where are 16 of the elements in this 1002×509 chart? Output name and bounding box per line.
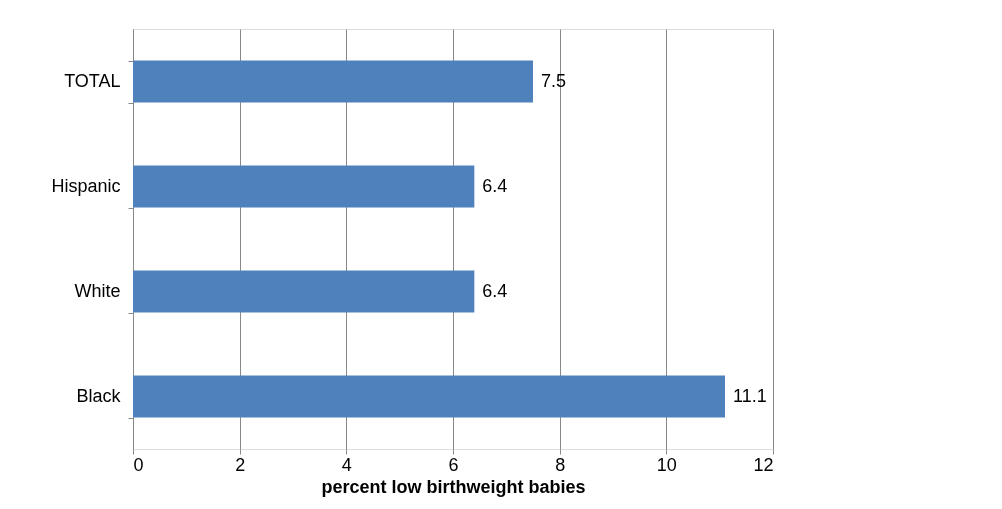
x-tick-label: 2 xyxy=(235,454,246,475)
x-tick-label: 6 xyxy=(448,454,459,475)
y-tick-label: Hispanic xyxy=(51,176,121,196)
x-axis-title: percent low birthweight babies xyxy=(321,476,586,497)
x-tick-label: 10 xyxy=(656,454,677,475)
x-tick-label: 4 xyxy=(341,454,352,475)
x-tick-label: 8 xyxy=(555,454,566,475)
x-tick-label: 12 xyxy=(753,454,774,475)
data-label: 7.5 xyxy=(541,70,567,91)
data-label: 11.1 xyxy=(733,385,767,406)
x-tick-label: 0 xyxy=(133,454,144,475)
data-label: 6.4 xyxy=(482,175,508,196)
y-tick-label: White xyxy=(74,281,121,301)
data-label: 6.4 xyxy=(482,280,508,301)
y-tick-label: TOTAL xyxy=(64,71,121,91)
y-tick-label: Black xyxy=(76,386,122,406)
